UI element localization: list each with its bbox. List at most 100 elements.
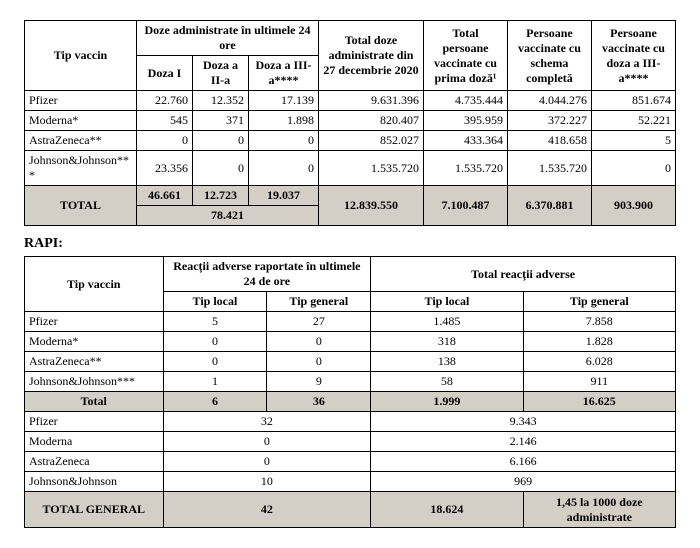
cell-name: Pfizer: [25, 312, 164, 332]
cell: 27: [267, 312, 371, 332]
cell: 16.625: [523, 392, 675, 412]
table-row: Pfizer 5 27 1.485 7.858: [25, 312, 676, 332]
cell: 32: [163, 412, 371, 432]
cell: 7.100.487: [423, 186, 507, 226]
cell-name: AstraZeneca: [25, 452, 164, 472]
th-prima-doza: Total persoane vaccinate cu prima doză¹: [423, 21, 507, 91]
subtotal-row: Total 6 36 1.999 16.625: [25, 392, 676, 412]
cell: 6.166: [371, 452, 676, 472]
table-row: Johnson&Johnson*** 1 9 58 911: [25, 372, 676, 392]
cell: 18.624: [371, 492, 523, 528]
grand-total-row: TOTAL GENERAL 42 18.624 1,45 la 1000 doz…: [25, 492, 676, 528]
cell: 0: [267, 352, 371, 372]
th-doza3: Doza a III-a****: [249, 56, 319, 91]
grand-total-rate: 1,45 la 1000 doze administrate: [523, 492, 675, 528]
table-row: Moderna 0 2.146: [25, 432, 676, 452]
cell: 903.900: [591, 186, 675, 226]
cell: 2.146: [371, 432, 676, 452]
cell: 19.037: [249, 186, 319, 206]
cell-name: Johnson&Johnson***: [25, 372, 164, 392]
th-tip-local: Tip local: [371, 292, 523, 312]
table-row: Johnson&Johnson 10 969: [25, 472, 676, 492]
cell-name: Moderna: [25, 432, 164, 452]
cell: 52.221: [591, 111, 675, 131]
total-row: TOTAL 46.661 12.723 19.037 12.839.550 7.…: [25, 186, 676, 206]
cell: 138: [371, 352, 523, 372]
cell: 0: [163, 452, 371, 472]
cell: 46.661: [137, 186, 193, 206]
cell: 10: [163, 472, 371, 492]
cell: 1.535.720: [507, 151, 591, 186]
cell: 12.352: [193, 91, 249, 111]
cell: 4.735.444: [423, 91, 507, 111]
cell: 7.858: [523, 312, 675, 332]
cell: 0: [193, 151, 249, 186]
cell: 0: [249, 131, 319, 151]
cell: 1.535.720: [318, 151, 423, 186]
cell: 78.421: [137, 206, 319, 226]
th-tip-vaccin: Tip vaccin: [25, 257, 164, 312]
cell: 1.999: [371, 392, 523, 412]
cell: 6.028: [523, 352, 675, 372]
cell: 969: [371, 472, 676, 492]
cell: 9.343: [371, 412, 676, 432]
rapi-label: RAPI:: [24, 236, 676, 252]
table-row: AstraZeneca** 0 0 138 6.028: [25, 352, 676, 372]
cell: 12.839.550: [318, 186, 423, 226]
cell: 36: [267, 392, 371, 412]
cell: 911: [523, 372, 675, 392]
table-row: Moderna* 545 371 1.898 820.407 395.959 3…: [25, 111, 676, 131]
cell-name: Moderna*: [25, 111, 137, 131]
cell: 0: [163, 332, 267, 352]
total-label: TOTAL: [25, 186, 137, 226]
cell: 852.027: [318, 131, 423, 151]
cell: 5: [591, 131, 675, 151]
cell: 0: [137, 131, 193, 151]
cell: 0: [163, 432, 371, 452]
cell: 22.760: [137, 91, 193, 111]
cell: 1.535.720: [423, 151, 507, 186]
th-schema: Persoane vaccinate cu schema completă: [507, 21, 591, 91]
th-doza2: Doza a II-a: [193, 56, 249, 91]
cell: 371: [193, 111, 249, 131]
cell: 1.828: [523, 332, 675, 352]
th-tip-general: Tip general: [267, 292, 371, 312]
table-row: Johnson&Johnson*** 23.356 0 0 1.535.720 …: [25, 151, 676, 186]
cell: 1: [163, 372, 267, 392]
th-total-doze: Total doze administrate din 27 decembrie…: [318, 21, 423, 91]
cell: 12.723: [193, 186, 249, 206]
th-reactii24: Reacții adverse raportate în ultimele 24…: [163, 257, 371, 292]
vaccination-doses-table: Tip vaccin Doze administrate în ultimele…: [24, 20, 676, 226]
cell: 9: [267, 372, 371, 392]
cell-name: Pfizer: [25, 91, 137, 111]
cell-name: Pfizer: [25, 412, 164, 432]
cell: 851.674: [591, 91, 675, 111]
th-tip-local: Tip local: [163, 292, 267, 312]
cell: 1.898: [249, 111, 319, 131]
cell: 0: [193, 131, 249, 151]
cell-name: AstraZeneca**: [25, 352, 164, 372]
table-row: Pfizer 22.760 12.352 17.139 9.631.396 4.…: [25, 91, 676, 111]
cell: 23.356: [137, 151, 193, 186]
cell: 0: [267, 332, 371, 352]
cell: 58: [371, 372, 523, 392]
cell: 1.485: [371, 312, 523, 332]
th-doze-24h: Doze administrate în ultimele 24 ore: [137, 21, 319, 56]
cell: 42: [163, 492, 371, 528]
th-total-reactii: Total reacții adverse: [371, 257, 676, 292]
grand-total-label: TOTAL GENERAL: [25, 492, 164, 528]
cell: 820.407: [318, 111, 423, 131]
cell: 372.227: [507, 111, 591, 131]
th-tip-vaccin: Tip vaccin: [25, 21, 137, 91]
cell: 0: [163, 352, 267, 372]
adverse-reactions-table: Tip vaccin Reacții adverse raportate în …: [24, 256, 676, 528]
cell: 418.658: [507, 131, 591, 151]
table-row: Pfizer 32 9.343: [25, 412, 676, 432]
cell: 318: [371, 332, 523, 352]
cell: 0: [249, 151, 319, 186]
table-row: Moderna* 0 0 318 1.828: [25, 332, 676, 352]
cell: 433.364: [423, 131, 507, 151]
cell-name: Moderna*: [25, 332, 164, 352]
cell: 545: [137, 111, 193, 131]
cell-name: AstraZeneca**: [25, 131, 137, 151]
